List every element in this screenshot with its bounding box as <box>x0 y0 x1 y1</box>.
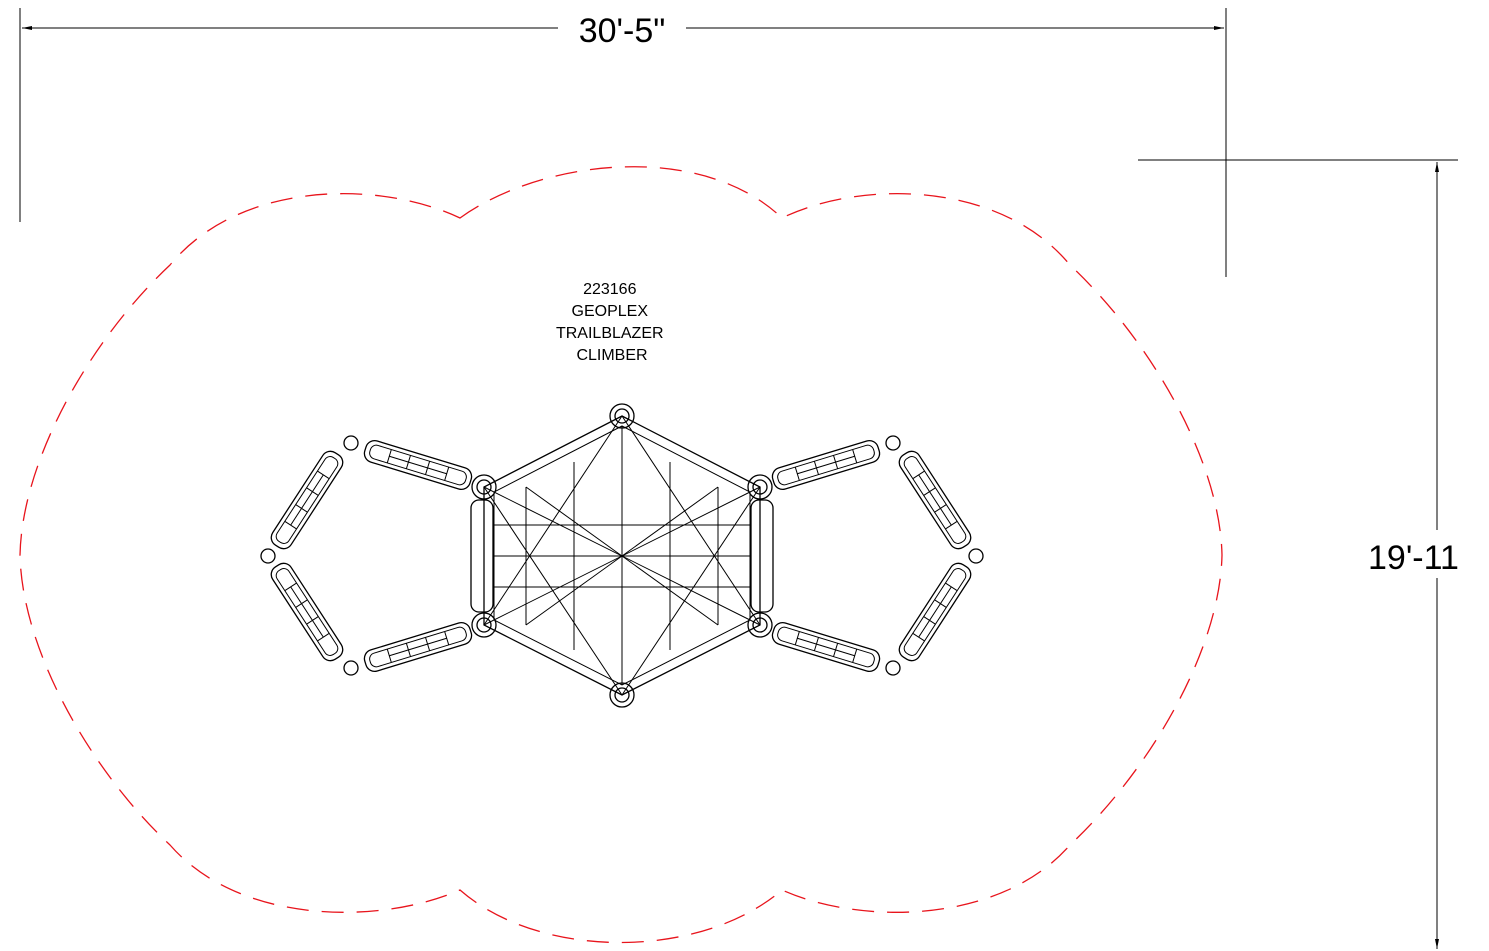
left-wing <box>260 435 475 676</box>
product-type: CLIMBER <box>576 347 647 364</box>
left-wing-post-middle <box>260 548 276 564</box>
hub-post-bottom-left <box>471 612 497 638</box>
right-wing-post-bottom <box>885 660 901 676</box>
right-wing-panel-upper <box>895 447 975 553</box>
right-wing-post-top <box>885 435 901 451</box>
right-wing-panel-bottom <box>769 619 883 675</box>
hub-post-top <box>609 403 635 429</box>
width-dimension: 30'-5" <box>19 8 1227 277</box>
hub-post-bottom <box>609 682 635 708</box>
right-wing-post-middle <box>968 548 984 564</box>
left-wing-post-top <box>343 435 359 451</box>
left-wing-panel-upper <box>267 447 347 553</box>
use-zone-boundary <box>19 166 1223 944</box>
product-label: 223166 GEOPLEX TRAILBLAZER CLIMBER <box>556 281 668 364</box>
height-dimension-text: 19'-11 <box>1368 539 1459 577</box>
left-wing-panel-bottom <box>361 619 475 675</box>
left-wing-post-bottom <box>343 660 359 676</box>
product-number: 223166 <box>583 281 636 298</box>
right-wing-panel-top <box>769 437 883 493</box>
climber-hexagon-frame <box>470 403 774 708</box>
hub-post-top-left <box>471 474 497 500</box>
left-wing-panel-lower <box>267 559 347 665</box>
left-wing-panel-top <box>361 437 475 493</box>
product-brand: GEOPLEX <box>572 303 649 320</box>
right-wing-panel-lower <box>895 559 975 665</box>
left-hex-panel <box>470 499 494 613</box>
product-model: TRAILBLAZER <box>556 325 664 342</box>
width-dimension-text: 30'-5" <box>579 12 666 50</box>
right-wing <box>769 435 984 676</box>
height-dimension: 19'-11 <box>1138 159 1459 949</box>
climber-net <box>483 415 761 696</box>
hub-post-top-right <box>747 474 773 500</box>
hub-post-bottom-right <box>747 612 773 638</box>
right-hex-panel <box>750 499 774 613</box>
